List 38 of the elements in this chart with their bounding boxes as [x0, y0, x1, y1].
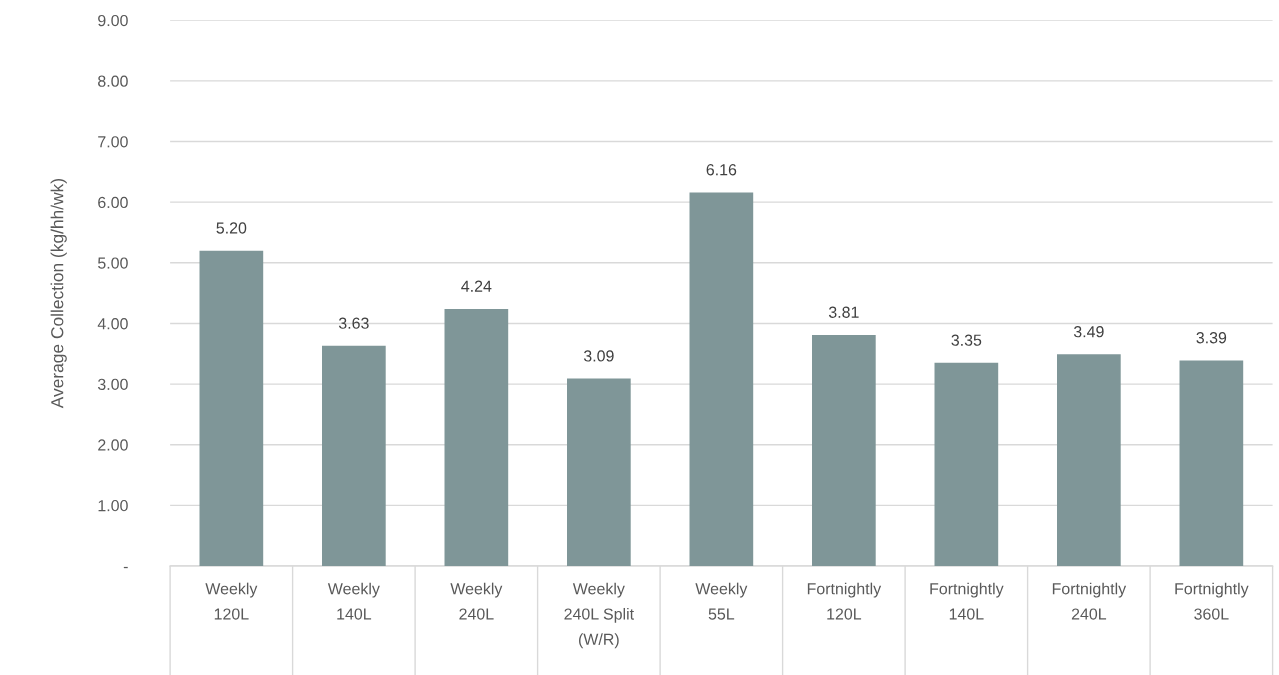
- x-tick-label: Weekly 120L: [205, 582, 258, 620]
- x-tick-label: Fortnightly 120L: [807, 582, 882, 620]
- data-label: 3.09: [583, 350, 614, 362]
- y-axis-title: Average Collection (kg/hh/wk): [50, 179, 67, 409]
- y-tick-label: -: [123, 566, 128, 569]
- data-label: 6.16: [706, 164, 737, 176]
- y-tick-label: 8.00: [98, 75, 128, 87]
- bar: [934, 362, 999, 566]
- y-tick-label: 2.00: [98, 439, 128, 451]
- data-label: 3.63: [338, 317, 369, 329]
- x-tick-label: Fortnightly 360L: [1175, 582, 1249, 620]
- bar: [444, 308, 509, 566]
- x-tick-label: Fortnightly 240L: [1052, 582, 1127, 620]
- bar: [1179, 360, 1244, 566]
- y-tick-label: 5.00: [98, 257, 128, 269]
- y-tick-label: 3.00: [97, 378, 128, 391]
- x-tick-label: Weekly 140L: [327, 582, 380, 620]
- y-tick-label: 4.00: [97, 318, 128, 330]
- x-tick-label: Weekly 55L: [695, 582, 748, 620]
- bar: [567, 378, 631, 566]
- bar: [322, 345, 386, 566]
- y-tick-label: 6.00: [98, 196, 128, 209]
- bar: [199, 250, 264, 566]
- bar: [1057, 354, 1121, 566]
- y-tick-label: 9.00: [98, 14, 128, 27]
- data-label: 3.39: [1196, 332, 1227, 344]
- x-tick-label: Weekly 240L Split (W/R): [564, 582, 634, 649]
- x-tick-label: Weekly 240L: [450, 582, 503, 620]
- y-tick-label: 1.00: [98, 499, 128, 512]
- y-tick-label: 7.00: [98, 136, 128, 148]
- bar: [689, 192, 754, 566]
- data-label: 5.20: [216, 222, 247, 234]
- data-label: 3.35: [951, 334, 982, 346]
- x-tick-label: Fortnightly 140L: [930, 582, 1004, 620]
- bar: [812, 334, 876, 566]
- data-label: 3.49: [1073, 326, 1104, 338]
- data-label: 3.81: [828, 306, 859, 318]
- data-label: 4.24: [461, 280, 492, 292]
